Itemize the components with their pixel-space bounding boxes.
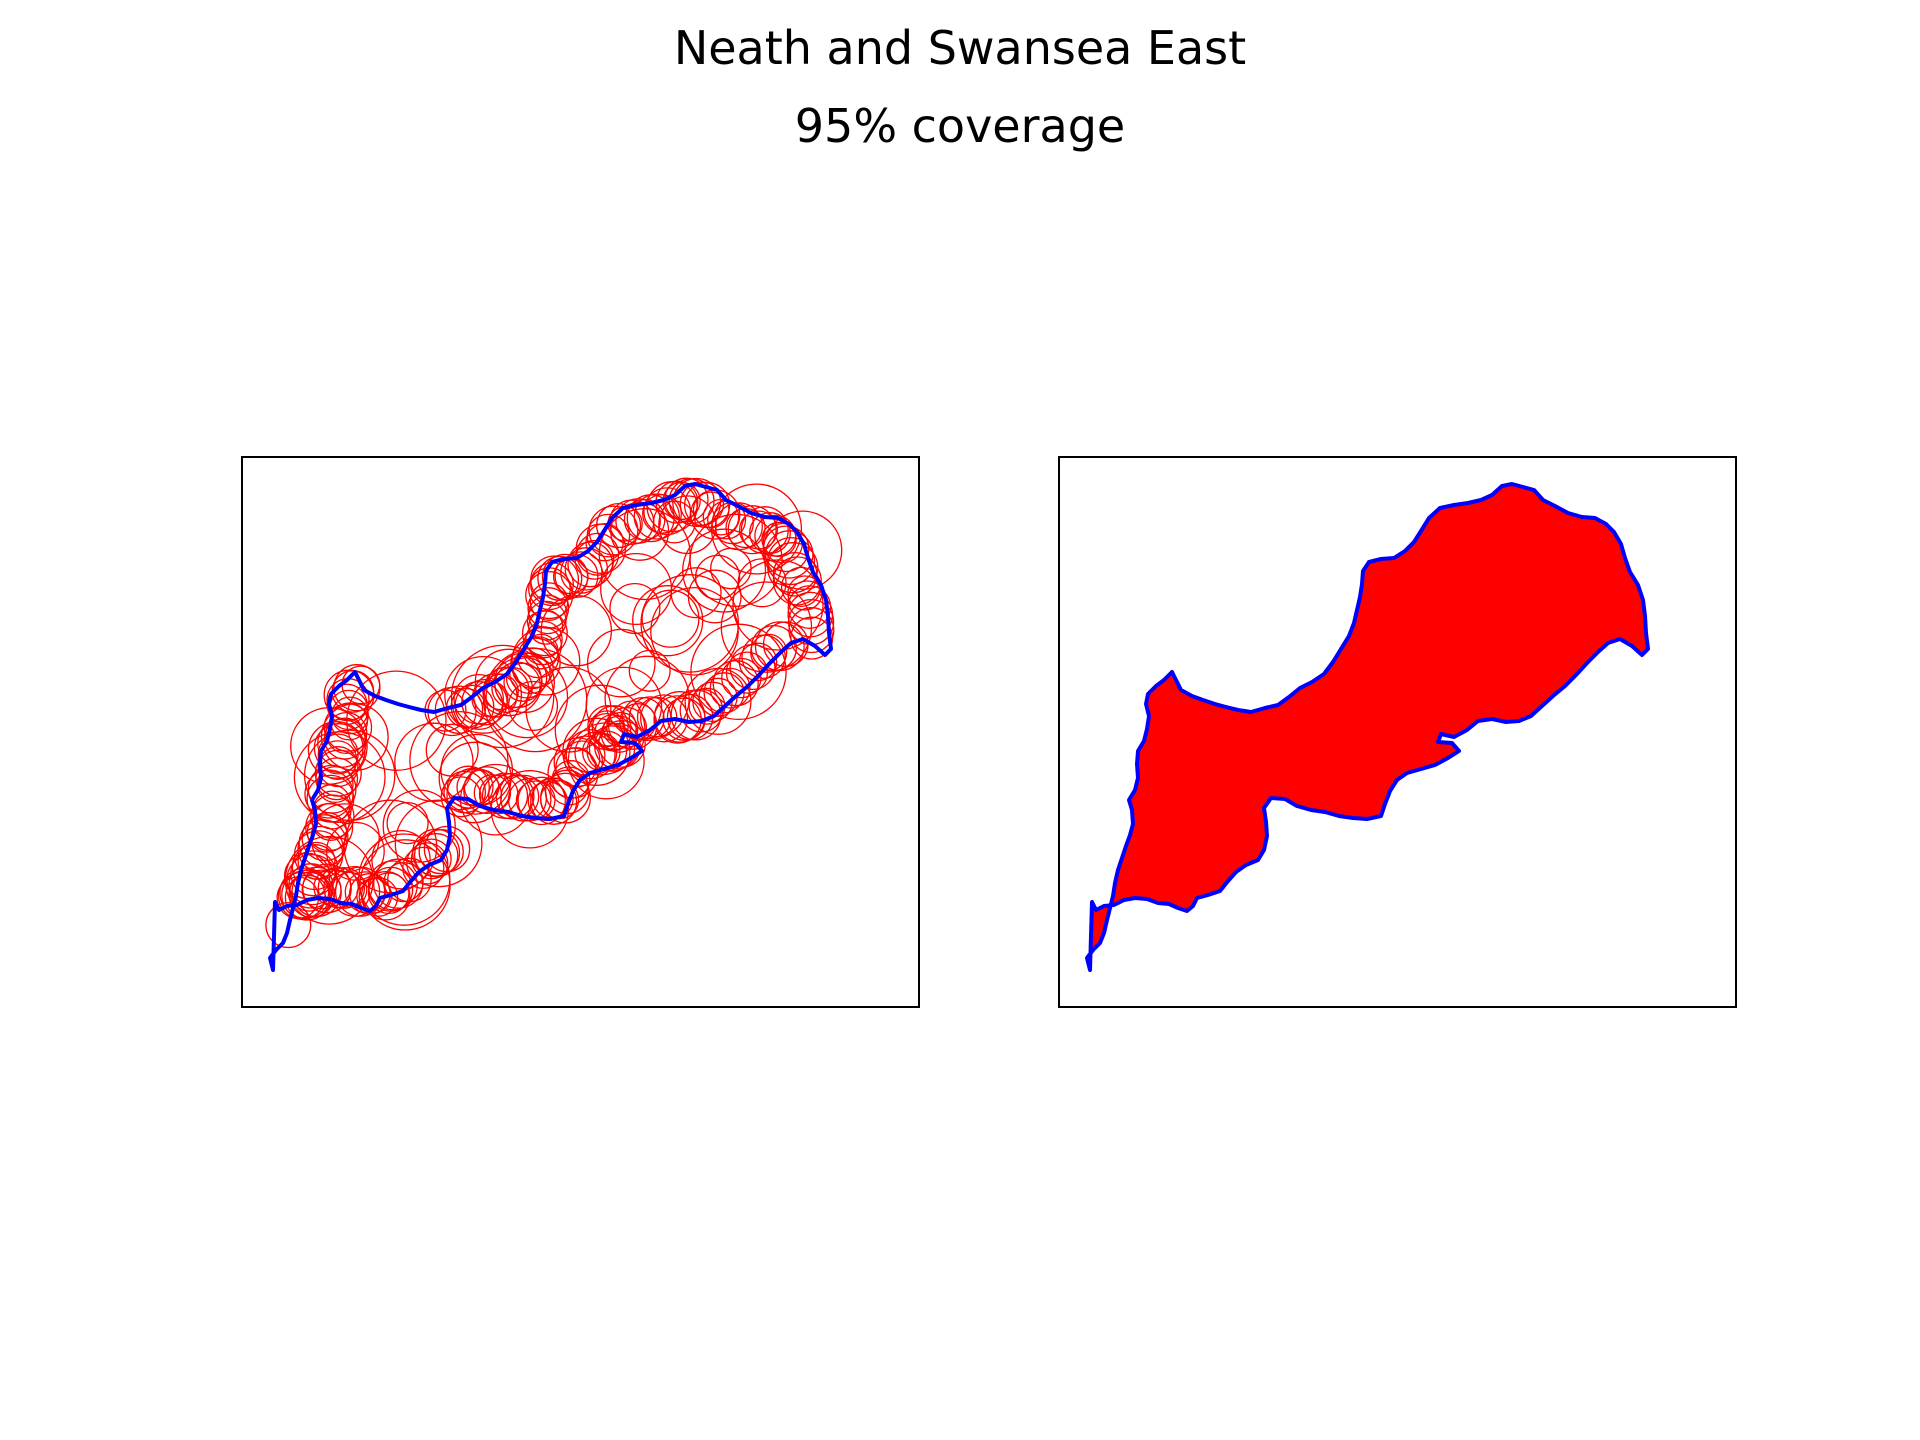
map-panel-filled bbox=[1058, 456, 1737, 1008]
figure-subtitle: 95% coverage bbox=[794, 99, 1126, 153]
coverage-circle bbox=[525, 666, 612, 753]
coverage-circle bbox=[386, 801, 429, 845]
coverage-circle bbox=[314, 749, 362, 797]
coverage-circle bbox=[307, 720, 366, 779]
coverage-circle bbox=[279, 867, 331, 919]
coverage-circle bbox=[485, 655, 569, 739]
coverage-circle bbox=[562, 717, 631, 786]
coverage-circle bbox=[642, 493, 682, 534]
coverage-circle bbox=[652, 500, 696, 544]
coverage-circle bbox=[632, 585, 704, 657]
coverage-circle bbox=[732, 559, 824, 651]
coverage-circle bbox=[738, 510, 779, 550]
coverage-circle bbox=[478, 774, 519, 815]
coverage-circle bbox=[741, 634, 786, 679]
coverage-circle bbox=[574, 731, 618, 775]
coverage-circle bbox=[343, 799, 438, 894]
coverage-circle bbox=[413, 833, 459, 878]
coverage-circle bbox=[682, 528, 767, 613]
coverage-circle bbox=[290, 707, 368, 785]
coverage-filled-map bbox=[1085, 482, 1650, 972]
coverage-circle bbox=[507, 680, 559, 731]
coverage-circle bbox=[346, 670, 447, 771]
coverage-circle bbox=[463, 766, 511, 814]
coverage-circle bbox=[425, 723, 479, 777]
coverage-circle bbox=[604, 655, 690, 741]
coverage-circle bbox=[653, 691, 706, 743]
coverage-circle bbox=[525, 620, 563, 659]
coverage-circle bbox=[446, 765, 490, 809]
coverage-circle bbox=[765, 530, 814, 579]
coverage-circle bbox=[761, 521, 797, 558]
coverage-circle bbox=[303, 729, 396, 822]
coverage-circle bbox=[446, 767, 503, 824]
coverage-circle bbox=[394, 722, 474, 803]
coverage-circle bbox=[409, 710, 509, 811]
coverage-circle bbox=[412, 828, 461, 877]
coverage-circle bbox=[281, 869, 333, 921]
coverage-circle bbox=[517, 776, 566, 826]
coverage-circle bbox=[702, 498, 740, 536]
coverage-circle bbox=[788, 607, 835, 654]
coverage-circle bbox=[325, 821, 385, 881]
coverage-circle bbox=[444, 655, 523, 734]
coverage-circle bbox=[511, 626, 581, 696]
constituency-boundary bbox=[1085, 482, 1650, 972]
coverage-circle bbox=[540, 594, 613, 667]
coverage-circle bbox=[481, 772, 529, 819]
coverage-union-fill bbox=[1085, 482, 1650, 971]
coverage-circle bbox=[790, 616, 834, 660]
coverage-circle bbox=[694, 554, 741, 601]
coverage-circles bbox=[265, 477, 843, 949]
coverage-circle bbox=[453, 673, 504, 725]
coverage-circle bbox=[633, 493, 680, 540]
figure-title: Neath and Swansea East bbox=[673, 21, 1247, 75]
coverage-circle bbox=[320, 703, 389, 772]
coverage-circle bbox=[505, 657, 548, 699]
coverage-circles-map bbox=[265, 477, 843, 972]
coverage-circle bbox=[317, 746, 359, 788]
coverage-circle bbox=[301, 814, 349, 862]
coverage-circle bbox=[521, 610, 568, 657]
constituency-boundary bbox=[268, 482, 833, 972]
coverage-circle bbox=[560, 551, 603, 594]
coverage-circle bbox=[450, 644, 555, 749]
coverage-circle bbox=[640, 694, 689, 743]
coverage-circle bbox=[640, 574, 740, 673]
coverage-circle bbox=[598, 720, 646, 768]
coverage-circle bbox=[729, 643, 776, 691]
map-panel-circles bbox=[241, 456, 920, 1008]
coverage-circle bbox=[658, 495, 717, 555]
coverage-circle bbox=[600, 552, 673, 626]
coverage-circle bbox=[382, 789, 456, 863]
coverage-circle bbox=[610, 501, 670, 561]
coverage-circle bbox=[586, 628, 656, 698]
coverage-circle bbox=[371, 829, 431, 890]
coverage-circle bbox=[529, 582, 569, 621]
coverage-circle bbox=[394, 799, 483, 888]
coverage-circle bbox=[554, 684, 646, 776]
coverage-circle bbox=[510, 637, 561, 689]
coverage-circle bbox=[641, 589, 700, 648]
coverage-circle bbox=[588, 505, 639, 556]
coverage-circle bbox=[650, 586, 739, 676]
coverage-circle bbox=[482, 647, 588, 753]
coverage-circle bbox=[710, 483, 803, 575]
coverage-circle bbox=[762, 510, 843, 590]
coverage-circle bbox=[586, 513, 631, 558]
coverage-circle bbox=[265, 902, 312, 949]
coverage-circle bbox=[359, 839, 451, 931]
coverage-circle bbox=[588, 725, 636, 772]
